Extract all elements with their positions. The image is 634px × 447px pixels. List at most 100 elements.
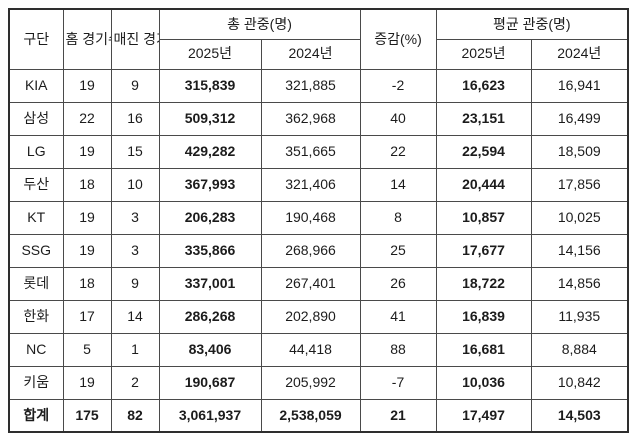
total-2025-cell: 509,312 bbox=[158, 101, 262, 136]
total-2025-cell: 206,283 bbox=[158, 200, 262, 235]
avg-2024-cell: 14,503 bbox=[530, 398, 629, 433]
home-games-cell: 18 bbox=[62, 266, 112, 301]
table-row: 합계 175 82 3,061,937 2,538,059 21 17,497 … bbox=[8, 398, 629, 433]
total-2024-cell: 321,885 bbox=[260, 68, 361, 103]
total-2024-cell: 362,968 bbox=[260, 101, 361, 136]
total-2024-cell: 2,538,059 bbox=[260, 398, 361, 433]
club-cell: NC bbox=[8, 332, 64, 367]
club-cell: LG bbox=[8, 134, 64, 169]
header-total-attendance-group: 총 관중(명) bbox=[158, 8, 361, 40]
avg-2024-cell: 10,842 bbox=[530, 365, 629, 400]
table-row: SSG 19 3 335,866 268,966 25 17,677 14,15… bbox=[8, 233, 629, 268]
avg-2024-cell: 10,025 bbox=[530, 200, 629, 235]
home-games-cell: 19 bbox=[62, 134, 112, 169]
avg-2024-cell: 8,884 bbox=[530, 332, 629, 367]
change-pct-cell: 14 bbox=[359, 167, 437, 202]
header-change-pct: 증감(%) bbox=[359, 8, 437, 70]
header-avg-attendance-group: 평균 관중(명) bbox=[435, 8, 629, 40]
table-row: NC 5 1 83,406 44,418 88 16,681 8,884 bbox=[8, 332, 629, 367]
table-row: 한화 17 14 286,268 202,890 41 16,839 11,93… bbox=[8, 299, 629, 334]
club-cell: 한화 bbox=[8, 299, 64, 334]
avg-2024-cell: 18,509 bbox=[530, 134, 629, 169]
soldout-games-cell: 82 bbox=[110, 398, 160, 433]
avg-2025-cell: 17,497 bbox=[435, 398, 532, 433]
total-2024-cell: 351,665 bbox=[260, 134, 361, 169]
avg-2025-cell: 10,036 bbox=[435, 365, 532, 400]
total-2025-cell: 335,866 bbox=[158, 233, 262, 268]
avg-2024-cell: 16,499 bbox=[530, 101, 629, 136]
avg-2024-cell: 14,856 bbox=[530, 266, 629, 301]
header-avg-2025: 2025년 bbox=[435, 38, 532, 70]
table-row: 키움 19 2 190,687 205,992 -7 10,036 10,842 bbox=[8, 365, 629, 400]
club-cell: 삼성 bbox=[8, 101, 64, 136]
table-row: KIA 19 9 315,839 321,885 -2 16,623 16,94… bbox=[8, 68, 629, 103]
avg-2024-cell: 16,941 bbox=[530, 68, 629, 103]
home-games-cell: 19 bbox=[62, 233, 112, 268]
home-games-cell: 17 bbox=[62, 299, 112, 334]
soldout-games-cell: 16 bbox=[110, 101, 160, 136]
soldout-games-cell: 1 bbox=[110, 332, 160, 367]
table-row: 두산 18 10 367,993 321,406 14 20,444 17,85… bbox=[8, 167, 629, 202]
header-total-2024: 2024년 bbox=[260, 38, 361, 70]
change-pct-cell: 22 bbox=[359, 134, 437, 169]
avg-2025-cell: 22,594 bbox=[435, 134, 532, 169]
table-row: KT 19 3 206,283 190,468 8 10,857 10,025 bbox=[8, 200, 629, 235]
total-2024-cell: 267,401 bbox=[260, 266, 361, 301]
soldout-games-cell: 15 bbox=[110, 134, 160, 169]
change-pct-cell: 8 bbox=[359, 200, 437, 235]
avg-2025-cell: 10,857 bbox=[435, 200, 532, 235]
total-2024-cell: 205,992 bbox=[260, 365, 361, 400]
home-games-cell: 19 bbox=[62, 200, 112, 235]
total-2025-cell: 337,001 bbox=[158, 266, 262, 301]
table-row: 롯데 18 9 337,001 267,401 26 18,722 14,856 bbox=[8, 266, 629, 301]
header-home-games: 홈 경기수 bbox=[62, 8, 112, 70]
total-2025-cell: 286,268 bbox=[158, 299, 262, 334]
home-games-cell: 19 bbox=[62, 68, 112, 103]
total-2024-cell: 321,406 bbox=[260, 167, 361, 202]
change-pct-cell: 41 bbox=[359, 299, 437, 334]
total-2025-cell: 367,993 bbox=[158, 167, 262, 202]
soldout-games-cell: 9 bbox=[110, 266, 160, 301]
home-games-cell: 175 bbox=[62, 398, 112, 433]
header-soldout-games: 매진 경기수 bbox=[110, 8, 160, 70]
table-body: KIA 19 9 315,839 321,885 -2 16,623 16,94… bbox=[8, 68, 629, 433]
change-pct-cell: 88 bbox=[359, 332, 437, 367]
avg-2025-cell: 16,623 bbox=[435, 68, 532, 103]
home-games-cell: 18 bbox=[62, 167, 112, 202]
total-2025-cell: 190,687 bbox=[158, 365, 262, 400]
table-row: LG 19 15 429,282 351,665 22 22,594 18,50… bbox=[8, 134, 629, 169]
club-cell: SSG bbox=[8, 233, 64, 268]
total-2025-cell: 315,839 bbox=[158, 68, 262, 103]
change-pct-cell: 40 bbox=[359, 101, 437, 136]
header-club: 구단 bbox=[8, 8, 64, 70]
avg-2025-cell: 18,722 bbox=[435, 266, 532, 301]
soldout-games-cell: 10 bbox=[110, 167, 160, 202]
home-games-cell: 19 bbox=[62, 365, 112, 400]
avg-2025-cell: 20,444 bbox=[435, 167, 532, 202]
total-2024-cell: 202,890 bbox=[260, 299, 361, 334]
soldout-games-cell: 9 bbox=[110, 68, 160, 103]
club-cell: KT bbox=[8, 200, 64, 235]
home-games-cell: 5 bbox=[62, 332, 112, 367]
avg-2025-cell: 17,677 bbox=[435, 233, 532, 268]
soldout-games-cell: 2 bbox=[110, 365, 160, 400]
header-avg-2024: 2024년 bbox=[530, 38, 629, 70]
avg-2025-cell: 16,681 bbox=[435, 332, 532, 367]
soldout-games-cell: 14 bbox=[110, 299, 160, 334]
total-2024-cell: 190,468 bbox=[260, 200, 361, 235]
total-2024-cell: 44,418 bbox=[260, 332, 361, 367]
total-2025-cell: 3,061,937 bbox=[158, 398, 262, 433]
home-games-cell: 22 bbox=[62, 101, 112, 136]
avg-2025-cell: 23,151 bbox=[435, 101, 532, 136]
avg-2024-cell: 17,856 bbox=[530, 167, 629, 202]
club-cell: KIA bbox=[8, 68, 64, 103]
soldout-games-cell: 3 bbox=[110, 200, 160, 235]
club-cell: 키움 bbox=[8, 365, 64, 400]
total-2025-cell: 429,282 bbox=[158, 134, 262, 169]
club-cell: 합계 bbox=[8, 398, 64, 433]
soldout-games-cell: 3 bbox=[110, 233, 160, 268]
change-pct-cell: -7 bbox=[359, 365, 437, 400]
table-row: 삼성 22 16 509,312 362,968 40 23,151 16,49… bbox=[8, 101, 629, 136]
club-cell: 두산 bbox=[8, 167, 64, 202]
avg-2024-cell: 11,935 bbox=[530, 299, 629, 334]
